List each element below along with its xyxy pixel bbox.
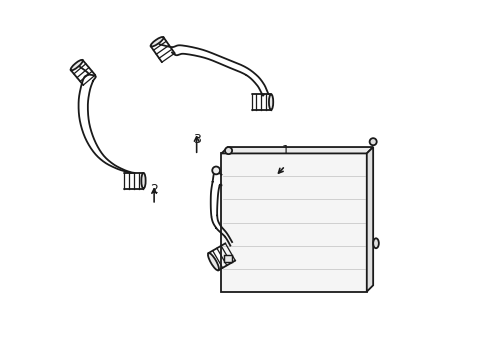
Text: 2: 2 — [150, 183, 158, 196]
Ellipse shape — [141, 173, 145, 189]
Ellipse shape — [224, 147, 232, 154]
Ellipse shape — [150, 37, 163, 46]
Polygon shape — [221, 147, 372, 153]
Text: 1: 1 — [281, 144, 288, 157]
Bar — [221, 153, 366, 292]
Ellipse shape — [268, 94, 273, 110]
Ellipse shape — [70, 60, 82, 71]
Ellipse shape — [207, 253, 219, 270]
Ellipse shape — [212, 167, 220, 174]
Ellipse shape — [369, 138, 376, 145]
Polygon shape — [366, 147, 372, 292]
Text: 3: 3 — [192, 133, 200, 146]
Bar — [224, 255, 232, 261]
Ellipse shape — [372, 238, 378, 248]
